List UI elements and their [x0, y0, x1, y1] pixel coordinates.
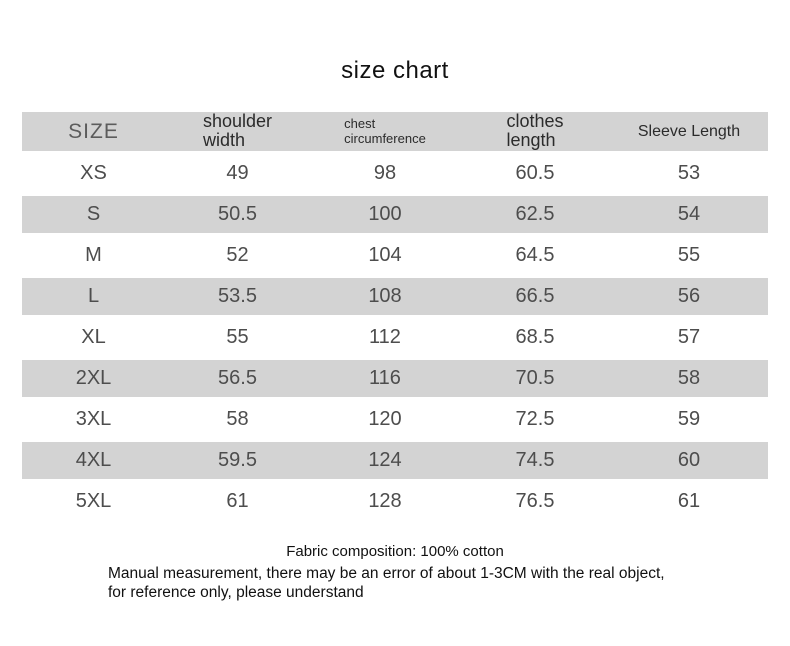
shoulder-width-cell: 53.5 — [165, 276, 310, 319]
fabric-composition-note: Fabric composition: 100% cotton — [286, 543, 504, 560]
size-cell: 2XL — [22, 358, 165, 401]
header-chest-circumference-label: chest circumference — [344, 115, 426, 146]
sleeve-length-cell: 55 — [610, 235, 768, 278]
chest-circumference-cell: 108 — [310, 276, 460, 319]
header-chest-circumference: chest circumference — [310, 112, 460, 155]
shoulder-width-cell: 61 — [165, 481, 310, 524]
chest-circumference-cell: 120 — [310, 399, 460, 442]
header-shoulder-width-label: shoulder width — [202, 111, 273, 150]
size-cell: S — [22, 194, 165, 237]
clothes-length-cell: 68.5 — [460, 317, 610, 360]
clothes-length-cell: 60.5 — [460, 153, 610, 196]
table-row: L 53.5 108 66.5 56 — [22, 276, 768, 319]
header-size: SIZE — [22, 112, 165, 155]
shoulder-width-cell: 56.5 — [165, 358, 310, 401]
size-cell: M — [22, 235, 165, 278]
sleeve-length-cell: 60 — [610, 440, 768, 483]
table-row: XS 49 98 60.5 53 — [22, 153, 768, 196]
clothes-length-cell: 76.5 — [460, 481, 610, 524]
table-row: 3XL 58 120 72.5 59 — [22, 399, 768, 442]
sleeve-length-cell: 59 — [610, 399, 768, 442]
shoulder-width-cell: 49 — [165, 153, 310, 196]
size-cell: XL — [22, 317, 165, 360]
shoulder-width-cell: 59.5 — [165, 440, 310, 483]
size-cell: 3XL — [22, 399, 165, 442]
shoulder-width-cell: 58 — [165, 399, 310, 442]
size-cell: 5XL — [22, 481, 165, 524]
clothes-length-cell: 72.5 — [460, 399, 610, 442]
table-row: 2XL 56.5 116 70.5 58 — [22, 358, 768, 401]
sleeve-length-cell: 56 — [610, 276, 768, 319]
sleeve-length-cell: 54 — [610, 194, 768, 237]
chest-circumference-cell: 98 — [310, 153, 460, 196]
table-row: 4XL 59.5 124 74.5 60 — [22, 440, 768, 483]
shoulder-width-cell: 55 — [165, 317, 310, 360]
clothes-length-cell: 70.5 — [460, 358, 610, 401]
size-chart-table: SIZE shoulder width chest circumference … — [22, 112, 768, 524]
header-shoulder-width: shoulder width — [165, 111, 310, 155]
table-header-row: SIZE shoulder width chest circumference … — [22, 111, 768, 155]
chest-circumference-cell: 112 — [310, 317, 460, 360]
header-clothes-length: clothes length — [460, 111, 610, 155]
measurement-disclaimer-note: Manual measurement, there may be an erro… — [108, 565, 665, 601]
sleeve-length-cell: 61 — [610, 481, 768, 524]
size-cell: L — [22, 276, 165, 319]
sleeve-length-cell: 53 — [610, 153, 768, 196]
clothes-length-cell: 74.5 — [460, 440, 610, 483]
table-row: S 50.5 100 62.5 54 — [22, 194, 768, 237]
clothes-length-cell: 64.5 — [460, 235, 610, 278]
shoulder-width-cell: 52 — [165, 235, 310, 278]
header-sleeve-length: Sleeve Length — [610, 112, 768, 155]
shoulder-width-cell: 50.5 — [165, 194, 310, 237]
size-cell: XS — [22, 153, 165, 196]
table-row: XL 55 112 68.5 57 — [22, 317, 768, 360]
table-row: 5XL 61 128 76.5 61 — [22, 481, 768, 524]
header-clothes-length-label: clothes length — [506, 111, 564, 150]
page-title: size chart — [341, 57, 449, 84]
clothes-length-cell: 62.5 — [460, 194, 610, 237]
header-sleeve-length-label: Sleeve Length — [637, 122, 741, 140]
chest-circumference-cell: 124 — [310, 440, 460, 483]
size-cell: 4XL — [22, 440, 165, 483]
chest-circumference-cell: 104 — [310, 235, 460, 278]
chest-circumference-cell: 128 — [310, 481, 460, 524]
chest-circumference-cell: 116 — [310, 358, 460, 401]
sleeve-length-cell: 58 — [610, 358, 768, 401]
sleeve-length-cell: 57 — [610, 317, 768, 360]
clothes-length-cell: 66.5 — [460, 276, 610, 319]
table-row: M 52 104 64.5 55 — [22, 235, 768, 278]
chest-circumference-cell: 100 — [310, 194, 460, 237]
